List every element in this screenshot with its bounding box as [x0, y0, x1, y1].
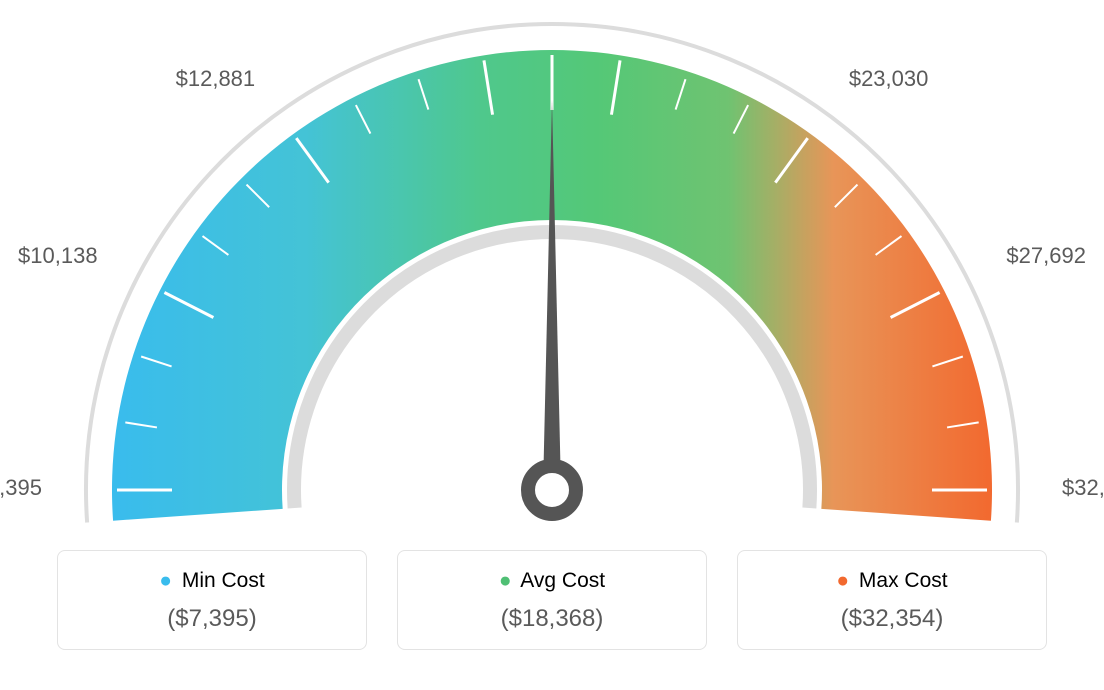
legend-title-min: ● Min Cost	[68, 569, 356, 593]
legend-card-min: ● Min Cost ($7,395)	[57, 550, 367, 650]
scale-label: $18,368	[512, 0, 592, 2]
legend-label: Max Cost	[859, 569, 948, 592]
scale-label: $32,354	[1062, 475, 1104, 501]
legend-card-max: ● Max Cost ($32,354)	[737, 550, 1047, 650]
dot-icon: ●	[836, 569, 849, 592]
legend-value-min: ($7,395)	[68, 605, 356, 633]
legend-card-avg: ● Avg Cost ($18,368)	[397, 550, 707, 650]
legend-label: Min Cost	[182, 569, 265, 592]
scale-label: $12,881	[176, 66, 256, 92]
scale-label: $10,138	[18, 243, 98, 269]
gauge-svg	[0, 0, 1104, 540]
scale-label: $23,030	[849, 66, 929, 92]
gauge-chart: $7,395 $10,138 $12,881 $18,368 $23,030 $27,69…	[0, 0, 1104, 540]
scale-label: $7,395	[0, 475, 42, 501]
legend-value-max: ($32,354)	[748, 605, 1036, 633]
legend-label: Avg Cost	[520, 569, 605, 592]
legend-title-max: ● Max Cost	[748, 569, 1036, 593]
dot-icon: ●	[499, 569, 512, 592]
legend-title-avg: ● Avg Cost	[408, 569, 696, 593]
legend-row: ● Min Cost ($7,395) ● Avg Cost ($18,368)…	[0, 550, 1104, 650]
scale-label: $27,692	[1006, 243, 1086, 269]
dot-icon: ●	[159, 569, 172, 592]
legend-value-avg: ($18,368)	[408, 605, 696, 633]
